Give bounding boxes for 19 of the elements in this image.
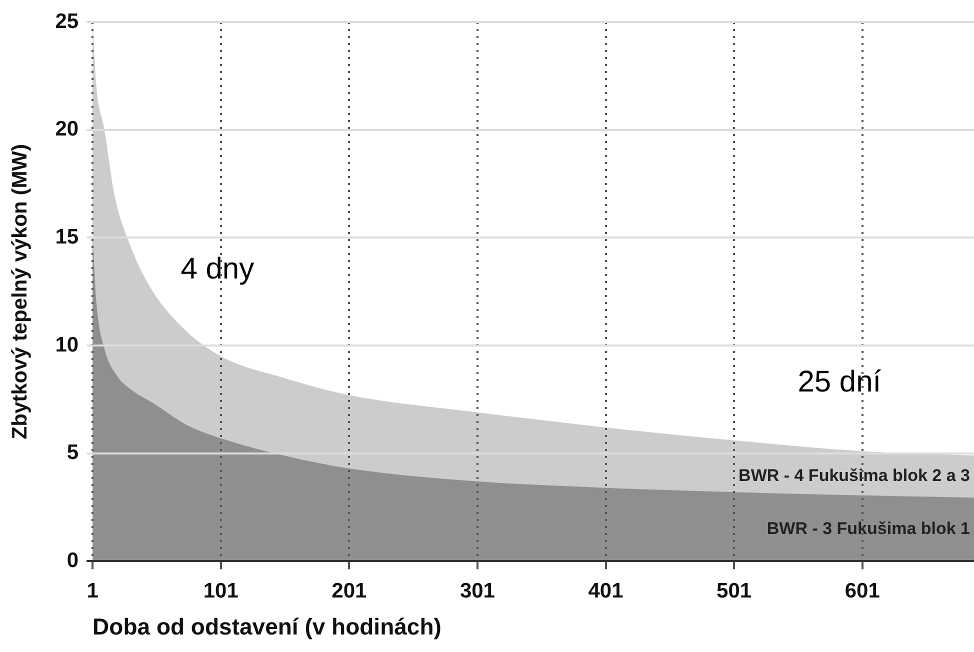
x-tick-label: 101 [203, 580, 239, 603]
series-label: BWR - 4 Fukušima blok 2 a 3 [738, 466, 970, 486]
annotation: 4 dny [180, 252, 254, 286]
series-label: BWR - 3 Fukušima blok 1 [766, 519, 970, 538]
y-axis-title: Zbytkový tepelný výkon (MW) [8, 144, 32, 440]
y-tick-label: 15 [55, 225, 79, 248]
annotation: 25 dní [798, 366, 882, 399]
y-tick-label: 5 [66, 441, 79, 464]
y-tick-label: 25 [55, 10, 79, 33]
x-tick-label: 501 [716, 580, 752, 603]
x-tick-label: 1 [86, 580, 99, 603]
x-tick-label: 601 [844, 580, 880, 603]
x-tick-label: 401 [588, 580, 624, 603]
x-tick-label: 201 [332, 580, 367, 603]
y-tick-label: 0 [66, 548, 79, 572]
y-tick-label: 10 [55, 333, 79, 356]
y-tick-label: 20 [55, 118, 79, 141]
x-tick-label: 301 [460, 580, 496, 603]
x-axis-title: Doba od odstavení (v hodinách) [92, 614, 442, 640]
